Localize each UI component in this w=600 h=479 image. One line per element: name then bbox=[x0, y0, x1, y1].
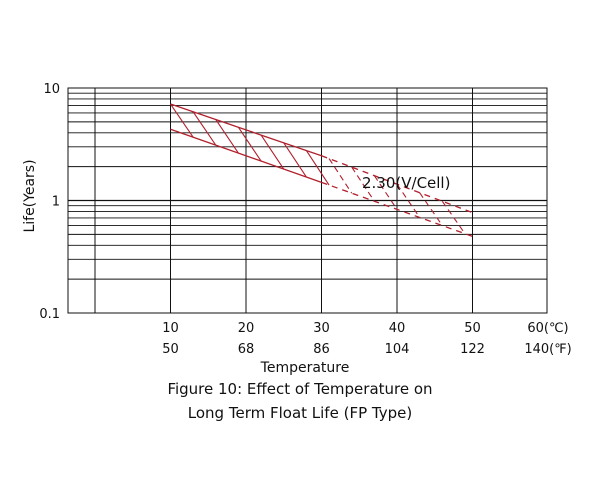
x-tick-fahrenheit: 104 bbox=[385, 342, 410, 357]
band-hatch bbox=[351, 166, 375, 202]
x-axis-title: Temperature bbox=[260, 360, 350, 376]
x-tick-celsius: 30 bbox=[313, 321, 330, 336]
x-tick-celsius: 60(℃) bbox=[527, 321, 568, 336]
band-hatch bbox=[328, 158, 353, 194]
y-tick-label: 1 bbox=[52, 195, 60, 210]
tick-labels: 10 20 30 40 50 60(℃) 50 68 86 104 122 140(℉) 10 1 0.1 bbox=[39, 82, 571, 357]
band-hatch bbox=[305, 150, 330, 186]
y-axis-title: Life(Years) bbox=[22, 159, 38, 232]
chart-grid bbox=[67, 87, 548, 314]
band-lower-solid bbox=[170, 128, 322, 183]
band-hatch bbox=[260, 134, 285, 170]
band-hatch bbox=[215, 119, 239, 154]
band-hatch bbox=[373, 175, 398, 210]
life-band bbox=[170, 103, 473, 237]
band-hatch bbox=[237, 127, 262, 162]
y-tick-label: 0.1 bbox=[39, 307, 60, 322]
band-hatch bbox=[170, 103, 194, 138]
x-tick-celsius: 50 bbox=[464, 321, 481, 336]
band-hatch bbox=[441, 200, 466, 234]
band-hatch bbox=[192, 111, 217, 146]
x-tick-fahrenheit: 140(℉) bbox=[524, 342, 571, 357]
x-tick-fahrenheit: 68 bbox=[238, 342, 255, 357]
band-lower-dashed bbox=[321, 181, 473, 237]
band-hatch bbox=[283, 142, 307, 178]
x-tick-fahrenheit: 86 bbox=[313, 342, 330, 357]
x-tick-celsius: 10 bbox=[162, 321, 179, 336]
band-hatch bbox=[396, 183, 421, 218]
voltage-annotation: 2.30(V/Cell) bbox=[362, 174, 450, 192]
x-tick-celsius: 20 bbox=[238, 321, 255, 336]
x-tick-fahrenheit: 50 bbox=[162, 342, 179, 357]
figure-caption-line-2: Long Term Float Life (FP Type) bbox=[187, 404, 413, 422]
x-tick-celsius: 40 bbox=[389, 321, 406, 336]
x-tick-fahrenheit: 122 bbox=[460, 342, 485, 357]
y-tick-label: 10 bbox=[43, 82, 60, 97]
figure-caption-line-1: Figure 10: Effect of Temperature on bbox=[167, 380, 433, 398]
band-hatch bbox=[419, 192, 443, 226]
band-upper-solid bbox=[170, 103, 322, 157]
